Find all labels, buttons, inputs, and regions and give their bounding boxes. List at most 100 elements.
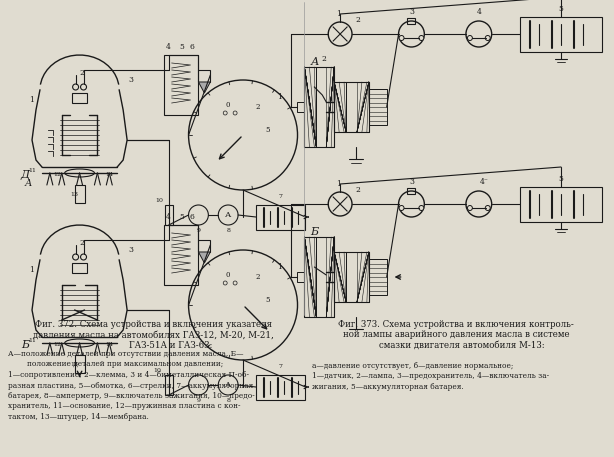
Text: 2: 2 bbox=[79, 239, 84, 247]
Circle shape bbox=[419, 36, 424, 41]
Text: 14: 14 bbox=[105, 172, 114, 177]
Text: 3: 3 bbox=[409, 8, 414, 16]
Text: 6: 6 bbox=[189, 43, 194, 51]
Text: 11: 11 bbox=[28, 338, 36, 342]
Circle shape bbox=[399, 36, 404, 41]
Circle shape bbox=[485, 206, 490, 211]
Text: 3: 3 bbox=[128, 76, 134, 84]
Text: 4: 4 bbox=[476, 8, 481, 16]
Text: тактом, 13—штуцер, 14—мембрана.: тактом, 13—штуцер, 14—мембрана. bbox=[8, 413, 149, 421]
Text: 14: 14 bbox=[105, 342, 114, 347]
Bar bbox=[164, 225, 198, 285]
Text: Фиг. 373. Схема устройства и включения контроль-
ной лампы аварийного давления м: Фиг. 373. Схема устройства и включения к… bbox=[338, 320, 574, 350]
Text: 9: 9 bbox=[196, 228, 200, 233]
Text: 2: 2 bbox=[255, 273, 260, 281]
Text: 1—датчик, 2—лампа, 3—предохранитель, 4—включатель за-: 1—датчик, 2—лампа, 3—предохранитель, 4—в… bbox=[313, 372, 550, 381]
Text: Фиг. 372. Схема устройства и включения указателя
давления масла на автомобилях Г: Фиг. 372. Схема устройства и включения у… bbox=[33, 320, 274, 350]
Bar bbox=[297, 272, 305, 282]
Text: 0: 0 bbox=[226, 101, 230, 109]
Bar bbox=[198, 70, 211, 82]
Text: 13: 13 bbox=[71, 192, 79, 197]
Text: 6: 6 bbox=[189, 213, 194, 221]
Text: 1—сопротивление, 2—клемма, 3 и 4—биметаллическая П-об-: 1—сопротивление, 2—клемма, 3 и 4—биметал… bbox=[8, 371, 249, 379]
Text: 9: 9 bbox=[196, 398, 200, 403]
Text: 1: 1 bbox=[336, 180, 341, 188]
Text: 10: 10 bbox=[155, 197, 163, 202]
Text: 2: 2 bbox=[255, 103, 260, 111]
Text: 5: 5 bbox=[559, 175, 564, 183]
Bar bbox=[297, 102, 305, 112]
Bar bbox=[305, 237, 334, 317]
Bar bbox=[165, 205, 173, 225]
Bar bbox=[408, 188, 416, 194]
Text: 13: 13 bbox=[71, 362, 79, 367]
Text: 7: 7 bbox=[279, 195, 282, 200]
Text: 3: 3 bbox=[409, 178, 414, 186]
Text: 0: 0 bbox=[226, 271, 230, 279]
Bar bbox=[334, 82, 369, 132]
Text: А: А bbox=[25, 179, 32, 187]
Bar bbox=[72, 263, 87, 273]
Text: А: А bbox=[310, 57, 319, 67]
Bar bbox=[75, 185, 85, 203]
Text: 2: 2 bbox=[356, 186, 360, 194]
Bar bbox=[256, 205, 305, 230]
Text: жигания, 5—аккумуляторная батарея.: жигания, 5—аккумуляторная батарея. bbox=[313, 383, 464, 391]
Text: хранитель, 11—основание, 12—пружинная пластина с кон-: хранитель, 11—основание, 12—пружинная пл… bbox=[8, 403, 241, 410]
Text: 1: 1 bbox=[29, 96, 34, 104]
Text: 5: 5 bbox=[179, 43, 184, 51]
Text: 8: 8 bbox=[226, 228, 230, 233]
Text: 3: 3 bbox=[128, 246, 134, 254]
Text: 5: 5 bbox=[265, 126, 270, 134]
Text: 8: 8 bbox=[226, 398, 230, 403]
Polygon shape bbox=[198, 252, 211, 263]
Bar bbox=[164, 55, 198, 115]
Text: 1: 1 bbox=[336, 10, 341, 18]
Bar bbox=[521, 17, 602, 52]
Text: 2: 2 bbox=[322, 55, 327, 63]
Bar bbox=[521, 187, 602, 222]
Text: 7: 7 bbox=[279, 365, 282, 370]
Text: 12: 12 bbox=[54, 342, 62, 347]
Text: 4: 4 bbox=[166, 43, 171, 51]
Text: А: А bbox=[225, 381, 231, 389]
Text: Б: Б bbox=[310, 227, 319, 237]
Text: а—давление отсутствует, б—давление нормальное;: а—давление отсутствует, б—давление норма… bbox=[313, 362, 514, 370]
Polygon shape bbox=[198, 82, 211, 93]
Text: 5: 5 bbox=[179, 213, 184, 221]
Bar bbox=[334, 252, 369, 302]
Text: 10: 10 bbox=[153, 367, 161, 372]
Bar bbox=[75, 355, 85, 373]
Text: Д: Д bbox=[21, 170, 29, 180]
Bar bbox=[369, 89, 387, 125]
Text: 5: 5 bbox=[265, 296, 270, 304]
Bar bbox=[369, 259, 387, 295]
Text: 5: 5 bbox=[559, 5, 564, 13]
Circle shape bbox=[419, 206, 424, 211]
Circle shape bbox=[399, 206, 404, 211]
Circle shape bbox=[467, 206, 472, 211]
Text: 12: 12 bbox=[54, 172, 62, 177]
Bar bbox=[198, 240, 211, 252]
Text: 1: 1 bbox=[278, 263, 282, 271]
Text: 2: 2 bbox=[356, 16, 360, 24]
Text: разная пластина, 5—обмотка, 6—стрелки, 7—аккумуляторная: разная пластина, 5—обмотка, 6—стрелки, 7… bbox=[8, 382, 254, 389]
Text: Б: Б bbox=[21, 340, 29, 350]
Text: 1: 1 bbox=[29, 266, 34, 274]
Bar bbox=[256, 375, 305, 400]
Text: 2: 2 bbox=[79, 69, 84, 77]
Bar bbox=[305, 67, 334, 147]
Text: 4⁻: 4⁻ bbox=[480, 178, 488, 186]
Text: 11: 11 bbox=[28, 168, 36, 172]
Circle shape bbox=[485, 36, 490, 41]
Text: положение деталей при максимальном давлении;: положение деталей при максимальном давле… bbox=[8, 361, 223, 368]
Circle shape bbox=[467, 36, 472, 41]
Bar bbox=[165, 375, 173, 395]
Text: 4: 4 bbox=[166, 213, 171, 221]
Text: А: А bbox=[225, 211, 231, 219]
Bar bbox=[408, 18, 416, 24]
Bar bbox=[72, 93, 87, 103]
Text: А—положение деталей при отсутствии давления масла, Б—: А—положение деталей при отсутствии давле… bbox=[8, 350, 244, 358]
Text: батарея, 8—амперметр, 9—включатель зажигания, 10—предо-: батарея, 8—амперметр, 9—включатель зажиг… bbox=[8, 392, 255, 400]
Text: 1: 1 bbox=[278, 93, 282, 101]
